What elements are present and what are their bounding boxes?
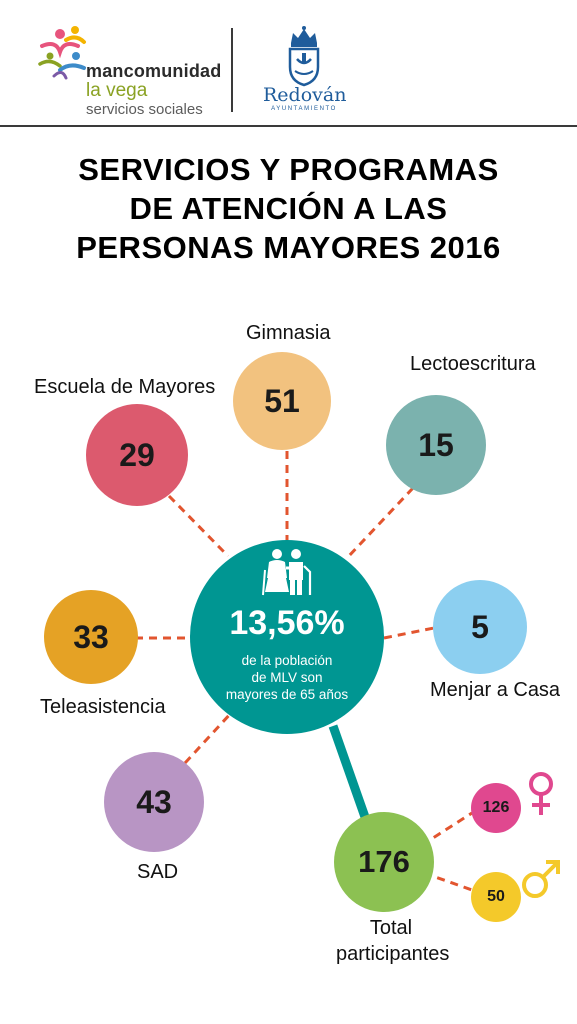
bubble-sad: 43 (104, 752, 204, 852)
center-desc-line2: de MLV son (251, 670, 323, 685)
label-total-line2: participantes (336, 943, 450, 965)
value-sad: 43 (136, 783, 172, 820)
bubble-gimnasia: 51 (233, 352, 331, 450)
bubble-teleasistencia: 33 (44, 590, 138, 684)
female-symbol-icon (529, 772, 553, 815)
value-menjar-a-casa: 5 (471, 608, 489, 645)
value-teleasistencia: 33 (73, 618, 109, 655)
mancomunidad-name: mancomunidad la vega servicios sociales (86, 62, 221, 117)
label-total: Total participantes (336, 915, 450, 967)
center-circle: 13,56% de la población de MLV son mayore… (190, 540, 384, 734)
connector-sad (183, 710, 234, 765)
elderly-couple-icon (262, 549, 312, 596)
center-percent: 13,56% (229, 604, 345, 642)
header-rule (0, 125, 577, 127)
male-symbol-icon (522, 860, 560, 898)
label-menjar-a-casa: Menjar a Casa (430, 679, 561, 701)
connector-menjar (383, 626, 435, 640)
label-teleasistencia: Teleasistencia (40, 696, 166, 718)
title-line3: PERSONAS MAYORES 2016 (76, 230, 501, 265)
bubble-female: 126 (471, 783, 521, 833)
title-line1: SERVICIOS Y PROGRAMAS (78, 152, 499, 187)
center-desc-line1: de la población (241, 653, 333, 668)
bubble-male: 50 (471, 872, 521, 922)
redovan-name: Redován (263, 84, 347, 106)
connector-male (423, 871, 473, 892)
bubble-lectoescritura: 15 (386, 395, 486, 495)
value-male: 50 (487, 888, 505, 905)
center-description: de la población de MLV son mayores de 65… (210, 652, 364, 703)
value-lectoescritura: 15 (418, 426, 454, 463)
label-sad: SAD (137, 861, 179, 883)
label-total-line1: Total (369, 917, 413, 939)
mancomunidad-logo-icon (38, 26, 86, 80)
label-escuela-de-mayores: Escuela de Mayores (34, 376, 216, 398)
title-line2: DE ATENCIÓN A LAS (129, 191, 448, 226)
label-gimnasia: Gimnasia (246, 322, 331, 344)
label-lectoescritura: Lectoescritura (410, 353, 536, 375)
bubble-total: 176 (334, 812, 434, 912)
redovan-subtitle: AYUNTAMIENTO (271, 106, 337, 112)
mancomunidad-line3: servicios sociales (86, 101, 203, 118)
connector-lectoescritura (345, 486, 415, 560)
connector-total (328, 724, 370, 819)
center-desc-line3: mayores de 65 años (225, 687, 349, 702)
page-title: SERVICIOS Y PROGRAMAS DE ATENCIÓN A LAS … (0, 150, 577, 267)
value-escuela-de-mayores: 29 (119, 436, 155, 473)
bubble-menjar-a-casa: 5 (433, 580, 527, 674)
value-female: 126 (482, 799, 510, 816)
mancomunidad-line1: mancomunidad (86, 61, 222, 81)
connector-female (421, 811, 473, 847)
value-total: 176 (358, 844, 410, 879)
connector-escuela (167, 494, 230, 558)
redovan-crest-icon (288, 26, 320, 87)
mancomunidad-line2: la vega (86, 80, 148, 101)
value-gimnasia: 51 (264, 382, 300, 419)
header-divider (231, 28, 233, 112)
bubble-escuela-de-mayores: 29 (86, 404, 188, 506)
header: mancomunidad la vega servicios sociales … (0, 0, 577, 128)
